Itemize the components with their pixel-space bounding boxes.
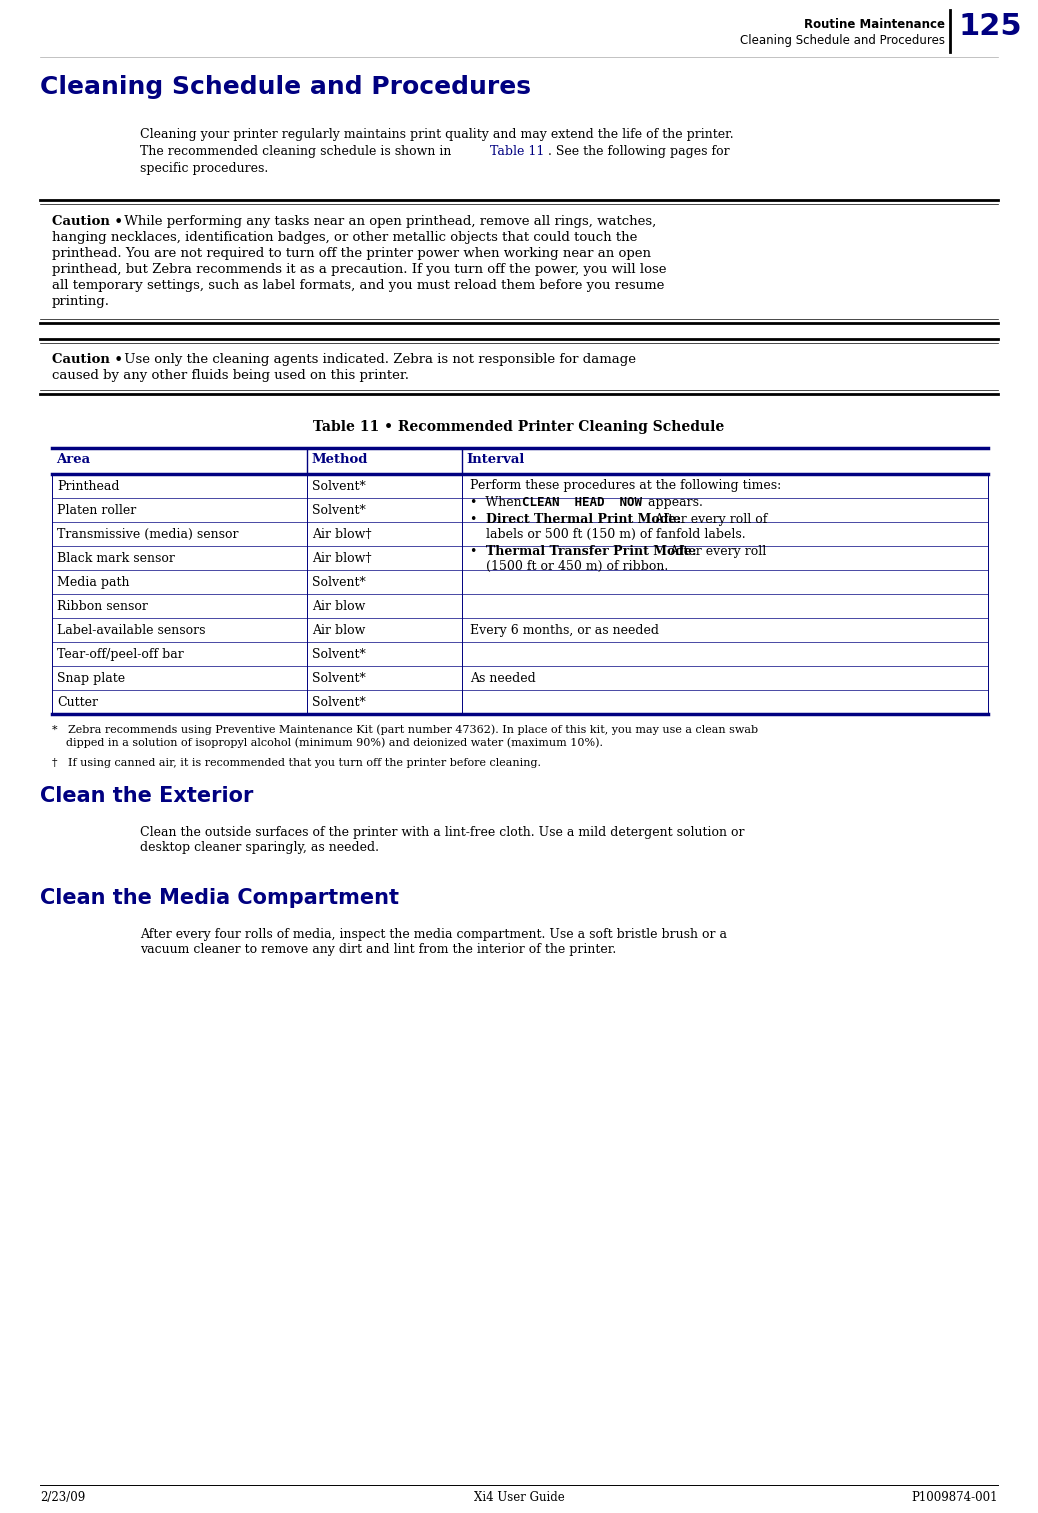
Text: Thermal Transfer Print Mode:: Thermal Transfer Print Mode: — [486, 545, 696, 558]
Text: Cleaning your printer regularly maintains print quality and may extend the life : Cleaning your printer regularly maintain… — [140, 129, 734, 141]
Text: Ribbon sensor: Ribbon sensor — [57, 601, 147, 613]
Text: While performing any tasks near an open printhead, remove all rings, watches,: While performing any tasks near an open … — [120, 215, 656, 228]
Text: specific procedures.: specific procedures. — [140, 162, 268, 176]
Text: •: • — [470, 513, 486, 527]
Text: Label-available sensors: Label-available sensors — [57, 623, 206, 637]
Text: After every roll: After every roll — [666, 545, 766, 558]
Text: . See the following pages for: . See the following pages for — [548, 145, 730, 157]
Text: Table 11 • Recommended Printer Cleaning Schedule: Table 11 • Recommended Printer Cleaning … — [313, 421, 725, 434]
Text: Solvent*: Solvent* — [312, 480, 365, 493]
Text: appears.: appears. — [644, 496, 703, 508]
Text: printhead. You are not required to turn off the printer power when working near : printhead. You are not required to turn … — [52, 247, 651, 260]
Text: *   Zebra recommends using Preventive Maintenance Kit (part number 47362). In pl: * Zebra recommends using Preventive Main… — [52, 725, 758, 735]
Text: printhead, but Zebra recommends it as a precaution. If you turn off the power, y: printhead, but Zebra recommends it as a … — [52, 263, 666, 275]
Text: Method: Method — [311, 452, 367, 466]
Text: †   If using canned air, it is recommended that you turn off the printer before : † If using canned air, it is recommended… — [52, 758, 541, 769]
Text: Tear-off/peel-off bar: Tear-off/peel-off bar — [57, 648, 184, 661]
Text: printing.: printing. — [52, 295, 110, 309]
Text: Direct Thermal Print Mode:: Direct Thermal Print Mode: — [486, 513, 681, 527]
Text: Printhead: Printhead — [57, 480, 119, 493]
Text: Interval: Interval — [466, 452, 524, 466]
Text: Solvent*: Solvent* — [312, 696, 365, 710]
Text: Media path: Media path — [57, 576, 130, 589]
Text: Area: Area — [56, 452, 90, 466]
Text: Cutter: Cutter — [57, 696, 98, 710]
Text: Snap plate: Snap plate — [57, 672, 126, 685]
Text: After every roll of: After every roll of — [651, 513, 767, 527]
Text: caused by any other fluids being used on this printer.: caused by any other fluids being used on… — [52, 369, 409, 381]
Text: Xi4 User Guide: Xi4 User Guide — [473, 1490, 565, 1504]
Text: Solvent*: Solvent* — [312, 576, 365, 589]
Text: Cleaning Schedule and Procedures: Cleaning Schedule and Procedures — [740, 33, 945, 47]
Text: hanging necklaces, identification badges, or other metallic objects that could t: hanging necklaces, identification badges… — [52, 231, 637, 244]
Text: Caution •: Caution • — [52, 215, 122, 228]
Text: Platen roller: Platen roller — [57, 504, 136, 517]
Text: Cleaning Schedule and Procedures: Cleaning Schedule and Procedures — [40, 76, 531, 98]
Text: Clean the Media Compartment: Clean the Media Compartment — [40, 888, 399, 908]
Text: Caution •: Caution • — [52, 353, 122, 366]
Text: Air blow†: Air blow† — [312, 552, 372, 564]
Text: Clean the Exterior: Clean the Exterior — [40, 785, 253, 806]
Text: Every 6 months, or as needed: Every 6 months, or as needed — [470, 623, 659, 637]
Text: all temporary settings, such as label formats, and you must reload them before y: all temporary settings, such as label fo… — [52, 278, 664, 292]
Text: Air blow: Air blow — [312, 601, 365, 613]
Text: •: • — [470, 545, 486, 558]
Text: Solvent*: Solvent* — [312, 672, 365, 685]
Text: The recommended cleaning schedule is shown in: The recommended cleaning schedule is sho… — [140, 145, 456, 157]
Text: Use only the cleaning agents indicated. Zebra is not responsible for damage: Use only the cleaning agents indicated. … — [120, 353, 636, 366]
Text: Transmissive (media) sensor: Transmissive (media) sensor — [57, 528, 239, 542]
Text: Air blow: Air blow — [312, 623, 365, 637]
Text: Perform these procedures at the following times:: Perform these procedures at the followin… — [470, 480, 782, 492]
Text: After every four rolls of media, inspect the media compartment. Use a soft brist: After every four rolls of media, inspect… — [140, 927, 727, 956]
Text: dipped in a solution of isopropyl alcohol (minimum 90%) and deionized water (max: dipped in a solution of isopropyl alcoho… — [52, 737, 603, 747]
Text: (1500 ft or 450 m) of ribbon.: (1500 ft or 450 m) of ribbon. — [486, 560, 668, 573]
Text: Solvent*: Solvent* — [312, 648, 365, 661]
Text: Solvent*: Solvent* — [312, 504, 365, 517]
Text: P1009874-001: P1009874-001 — [911, 1490, 998, 1504]
Text: Air blow†: Air blow† — [312, 528, 372, 542]
Text: Table 11: Table 11 — [490, 145, 544, 157]
Text: Routine Maintenance: Routine Maintenance — [804, 18, 945, 30]
Text: CLEAN  HEAD  NOW: CLEAN HEAD NOW — [522, 496, 641, 508]
Text: As needed: As needed — [470, 672, 536, 685]
Text: Black mark sensor: Black mark sensor — [57, 552, 174, 564]
Text: Clean the outside surfaces of the printer with a lint-free cloth. Use a mild det: Clean the outside surfaces of the printe… — [140, 826, 744, 853]
Text: labels or 500 ft (150 m) of fanfold labels.: labels or 500 ft (150 m) of fanfold labe… — [486, 528, 745, 542]
Text: 125: 125 — [958, 12, 1021, 41]
Text: 2/23/09: 2/23/09 — [40, 1490, 85, 1504]
Text: •  When: • When — [470, 496, 525, 508]
